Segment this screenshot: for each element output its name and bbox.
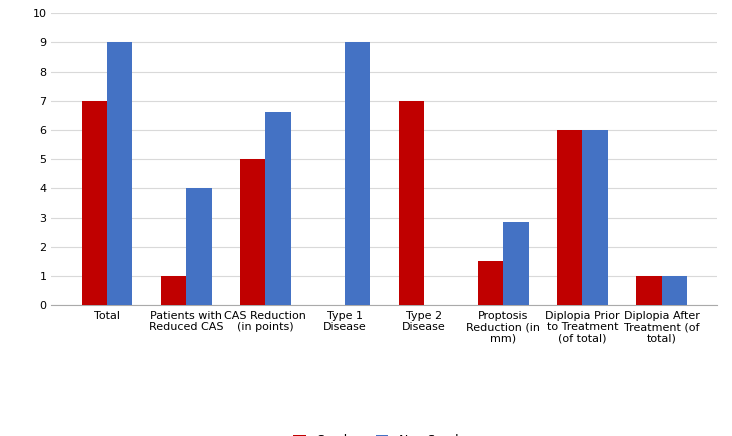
Bar (503, 222, 529, 305)
Bar (240, 159, 266, 305)
Bar (398, 101, 424, 305)
Bar (266, 112, 291, 305)
Bar (107, 42, 132, 305)
Legend: Smoker, Non-Smoker: Smoker, Non-Smoker (290, 430, 479, 436)
Bar (81, 101, 107, 305)
Bar (478, 261, 503, 305)
Bar (345, 42, 370, 305)
Bar (557, 130, 583, 305)
Bar (186, 188, 212, 305)
Bar (662, 276, 687, 305)
Bar (583, 130, 608, 305)
Bar (161, 276, 186, 305)
Bar (636, 276, 662, 305)
